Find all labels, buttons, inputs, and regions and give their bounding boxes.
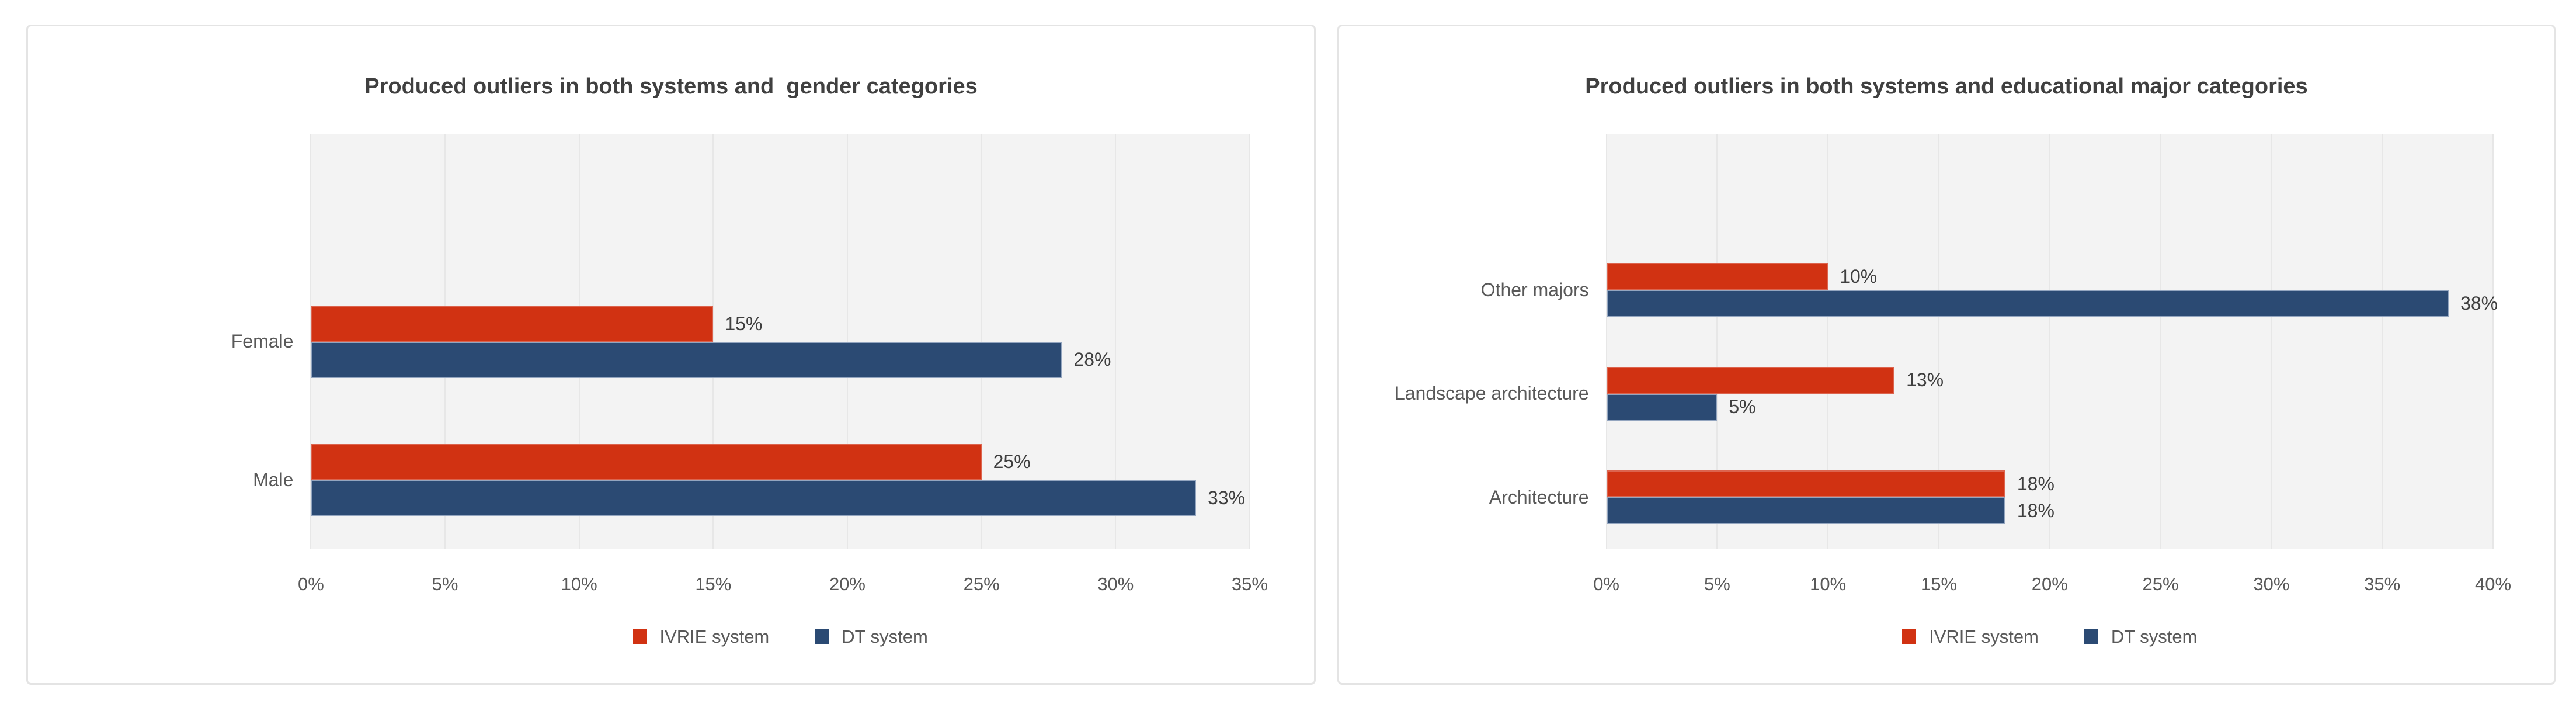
bar-value-label: 15%: [725, 313, 763, 334]
bar-value-label: 25%: [993, 451, 1031, 473]
x-axis-tick-label: 30%: [1097, 574, 1134, 594]
bar-value-label: 13%: [1906, 369, 1944, 391]
x-axis-tick-label: 15%: [695, 574, 732, 594]
gridline: [2382, 134, 2383, 549]
category-label: Female: [231, 331, 294, 352]
major-chart-panel: Produced outliers in both systems and ed…: [1337, 25, 2556, 685]
bar-dt-system: [311, 480, 1197, 517]
x-axis-tick-label: 10%: [561, 574, 597, 594]
category-label: Other majors: [1480, 279, 1589, 300]
gridline: [1605, 134, 1607, 549]
x-axis-tick-label: 20%: [2031, 574, 2068, 594]
category-label: Male: [253, 469, 294, 491]
bar-value-label: 38%: [2460, 292, 2498, 314]
category-axis-labels: Female Male: [28, 134, 311, 549]
bar-value-label: 5%: [1729, 396, 1756, 418]
legend-item: IVRIE system: [1902, 626, 2039, 647]
x-axis-tick-label: 10%: [1810, 574, 1847, 594]
legend-label: IVRIE system: [1929, 626, 2039, 647]
plot-area: 15% 28% 25% 33%: [310, 134, 1250, 549]
legend-swatch-dt-system: [2084, 629, 2098, 644]
legend-item: DT system: [2084, 626, 2198, 647]
legend: IVRIE system DT system: [1607, 619, 2493, 654]
legend-swatch-ivrie-system: [1902, 629, 1917, 644]
x-axis-tick-label: 20%: [829, 574, 865, 594]
legend-label: DT system: [2111, 626, 2198, 647]
x-axis-tick-label: 25%: [2142, 574, 2179, 594]
legend: IVRIE system DT system: [311, 619, 1249, 654]
bar-value-label: 10%: [1840, 265, 1878, 287]
gridline: [2271, 134, 2272, 549]
bar-ivrie-system: [1606, 263, 1828, 290]
category-label: Architecture: [1489, 486, 1589, 508]
bar-dt-system: [1606, 393, 1718, 421]
legend-label: IVRIE system: [659, 626, 770, 647]
legend-item: IVRIE system: [632, 626, 770, 647]
gridline: [1249, 134, 1250, 549]
bar-value-label: 33%: [1208, 487, 1246, 508]
bar-ivrie-system: [1606, 470, 2005, 498]
category-row: 10% 38%: [1606, 238, 2498, 342]
bar-ivrie-system: [311, 306, 714, 342]
x-axis-tick-label: 30%: [2253, 574, 2290, 594]
chart-title: Produced outliers in both systems and ge…: [364, 74, 978, 99]
x-axis-tick-label: 35%: [1231, 574, 1268, 594]
legend-item: DT system: [815, 626, 928, 647]
gridline: [2160, 134, 2161, 549]
category-axis-labels: Other majors Landscape architecture Archit…: [1339, 134, 1607, 549]
category-row: 25% 33%: [311, 411, 1249, 549]
x-axis-tick-label: 35%: [2364, 574, 2401, 594]
x-axis: 0% 5% 10% 15% 20% 25% 30% 35%: [298, 567, 1268, 596]
legend-swatch-dt-system: [815, 629, 829, 644]
gender-chart-panel: Produced outliers in both systems and ge…: [26, 25, 1316, 685]
bar-value-label: 18%: [2017, 473, 2054, 494]
bar-dt-system: [1606, 290, 2449, 317]
bar-value-label: 28%: [1073, 349, 1111, 370]
x-axis-tick-label: 15%: [1920, 574, 1958, 594]
gridline: [2492, 134, 2494, 549]
bar-dt-system: [311, 341, 1062, 378]
category-row: 13% 5%: [1606, 342, 2493, 446]
gridline: [1716, 134, 1718, 549]
gridline: [1827, 134, 1829, 549]
legend-swatch-ivrie-system: [632, 629, 647, 644]
gridline: [1115, 134, 1117, 549]
category-row: 15% 28%: [311, 273, 1249, 411]
bar-dt-system: [1606, 497, 2005, 525]
bar-ivrie-system: [1606, 366, 1895, 394]
x-axis-tick-label: 40%: [2474, 574, 2512, 594]
chart-title: Produced outliers in both systems and ed…: [1585, 74, 2308, 99]
x-axis-tick-label: 0%: [1593, 574, 1619, 594]
plot-area: 10% 38% 13% 5% 18% 18%: [1605, 134, 2498, 550]
x-axis-tick-label: 25%: [963, 574, 1000, 594]
legend-label: DT system: [842, 626, 928, 647]
bar-ivrie-system: [311, 444, 982, 480]
x-axis-tick-label: 5%: [1704, 574, 1730, 594]
x-axis: 0% 5% 10% 15% 20% 25% 30% 35% 40%: [1593, 567, 2511, 596]
x-axis-tick-label: 0%: [298, 574, 324, 594]
bar-value-label: 18%: [2017, 500, 2054, 521]
gridline: [1938, 134, 1939, 549]
category-row: 18% 18%: [1606, 446, 2493, 550]
gridline: [2049, 134, 2050, 549]
category-label: Landscape architecture: [1394, 383, 1589, 404]
x-axis-tick-label: 5%: [432, 574, 458, 594]
